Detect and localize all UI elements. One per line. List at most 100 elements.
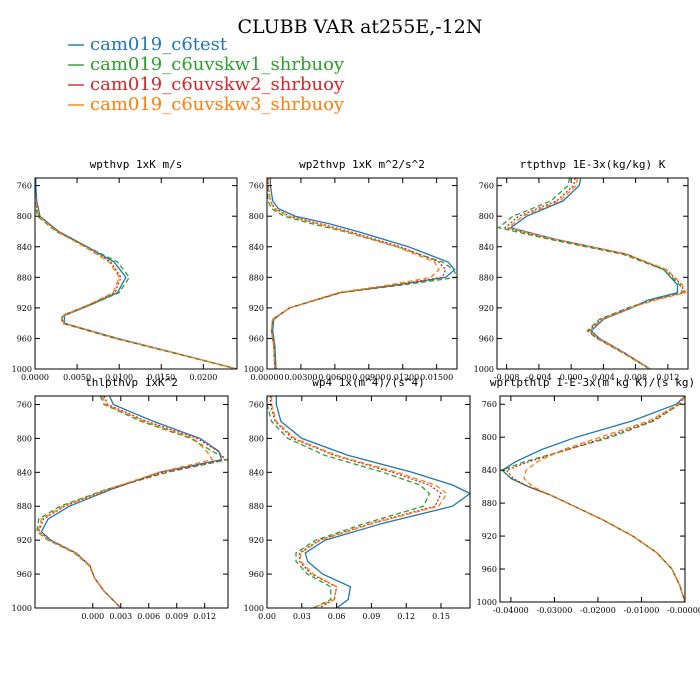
- x-tick-label: 0.0100: [105, 373, 133, 382]
- chart-panel: thlpthvp 1xK^2 760 800 840 880 920 960 1000 0.00…: [12, 376, 229, 621]
- x-tick-label: 0.15: [432, 612, 450, 621]
- y-tick-label: 800: [479, 212, 494, 221]
- plot-frame: [34, 177, 238, 370]
- x-tick-label: 0.000: [560, 373, 583, 382]
- series-line: [37, 396, 227, 608]
- series-line: [267, 396, 431, 608]
- plot-frame: [266, 177, 458, 370]
- series-line: [269, 396, 442, 608]
- y-tick-label: 920: [249, 304, 264, 313]
- x-tick-label: 0.003: [109, 612, 132, 621]
- x-tick-label: 0.06: [328, 612, 346, 621]
- y-tick-label: 960: [249, 570, 264, 579]
- series-line: [505, 396, 685, 602]
- panel-title: wp2thvp 1xK m^2/s^2: [299, 158, 425, 171]
- series-line: [275, 396, 470, 608]
- y-tick-label: 760: [17, 400, 32, 409]
- x-tick-label: 0.012: [656, 373, 679, 382]
- x-tick-label: -0.008: [494, 373, 520, 382]
- plot-frame: [34, 395, 229, 609]
- x-tick-label: -0.04000: [493, 606, 529, 615]
- y-tick-label: 760: [482, 400, 497, 409]
- series-line: [501, 396, 685, 602]
- series-line: [267, 178, 440, 369]
- chart-panel: rtpthvp 1E-3x(kg/kg) K 760 800 840 880 920 960…: [474, 158, 689, 382]
- x-tick-label: 0.0200: [189, 373, 217, 382]
- x-tick-label: 0.12: [397, 612, 415, 621]
- plot-frame: [496, 177, 689, 370]
- y-tick-label: 960: [249, 334, 264, 343]
- y-tick-label: 760: [17, 182, 32, 191]
- legend-entry: cam019_c6test: [90, 34, 228, 55]
- series-line: [37, 396, 214, 608]
- x-tick-label: 0.01200: [386, 373, 419, 382]
- y-tick-label: 1000: [244, 604, 264, 613]
- chart-panel: wpthvp 1xK m/s76080084088092096010000.00…: [12, 158, 238, 382]
- series-line: [36, 396, 228, 608]
- x-tick-label: 0.008: [624, 373, 647, 382]
- x-tick-label: 0.00600: [318, 373, 351, 382]
- y-tick-label: 840: [17, 243, 32, 252]
- x-tick-label: 0.0050: [63, 373, 91, 382]
- y-tick-label: 1000: [12, 604, 32, 613]
- series-line: [35, 187, 237, 369]
- panel-title: wprtpthlp 1-E-3x(m kg K)/(s kg): [490, 376, 695, 389]
- series-line: [40, 396, 223, 608]
- x-tick-label: 0.00000: [250, 373, 283, 382]
- y-tick-label: 920: [17, 304, 32, 313]
- y-tick-label: 880: [482, 499, 497, 508]
- y-tick-label: 880: [17, 273, 32, 282]
- y-tick-label: 1000: [474, 365, 494, 374]
- x-tick-label: -0.03000: [537, 606, 573, 615]
- y-tick-label: 960: [17, 570, 32, 579]
- series-line: [503, 178, 685, 369]
- x-tick-label: 0.09: [362, 612, 380, 621]
- y-tick-label: 880: [249, 273, 264, 282]
- series-line: [509, 178, 679, 369]
- y-tick-label: 920: [249, 536, 264, 545]
- x-tick-label: -0.01000: [624, 606, 660, 615]
- y-tick-label: 880: [249, 502, 264, 511]
- x-tick-label: 0.006: [137, 612, 160, 621]
- chart-panel: wp4 1x(m^4)/(s^4)76080084088092096010000…: [244, 376, 471, 621]
- series-line: [35, 178, 237, 369]
- y-tick-label: 920: [479, 304, 494, 313]
- y-tick-label: 880: [17, 502, 32, 511]
- y-tick-label: 800: [482, 433, 497, 442]
- x-tick-label: 0.03: [293, 612, 311, 621]
- y-tick-label: 840: [482, 466, 497, 475]
- plot-frame: [266, 395, 471, 609]
- chart-panel: wprtpthlp 1-E-3x(m kg K)/(s kg) 760 800 840…: [477, 376, 700, 615]
- series-line: [35, 195, 237, 369]
- x-tick-label: 0.00300: [284, 373, 317, 382]
- series-line: [497, 178, 684, 369]
- x-tick-label: 0.00900: [352, 373, 385, 382]
- panels: wpthvp 1xK m/s76080084088092096010000.00…: [12, 158, 700, 621]
- y-tick-label: 800: [17, 434, 32, 443]
- x-tick-label: 0.00: [258, 612, 276, 621]
- series-line: [267, 178, 457, 369]
- x-tick-label: 0.000: [81, 612, 104, 621]
- panel-title: thlpthvp 1xK^2: [85, 376, 178, 389]
- x-tick-label: -0.02000: [580, 606, 616, 615]
- y-tick-label: 760: [249, 182, 264, 191]
- x-tick-label: 0.009: [165, 612, 188, 621]
- legend-entry: cam019_c6uvskw3_shrbuoy: [90, 94, 345, 115]
- y-tick-label: 960: [479, 334, 494, 343]
- chart-panel: wp2thvp 1xK m^2/s^2 760 800 840 880 920 960 100…: [244, 158, 458, 382]
- y-tick-label: 760: [479, 182, 494, 191]
- legend-entry: cam019_c6uvskw1_shrbuoy: [90, 54, 345, 75]
- series-line: [269, 178, 456, 369]
- y-tick-label: 800: [17, 212, 32, 221]
- y-tick-label: 1000: [12, 365, 32, 374]
- y-tick-label: 880: [479, 273, 494, 282]
- y-tick-label: 760: [249, 400, 264, 409]
- x-tick-label: -0.004: [526, 373, 552, 382]
- y-tick-label: 840: [249, 468, 264, 477]
- plot-frame: [499, 395, 686, 603]
- y-tick-label: 800: [249, 212, 264, 221]
- x-tick-label: -0.00000: [667, 606, 700, 615]
- y-tick-label: 920: [17, 536, 32, 545]
